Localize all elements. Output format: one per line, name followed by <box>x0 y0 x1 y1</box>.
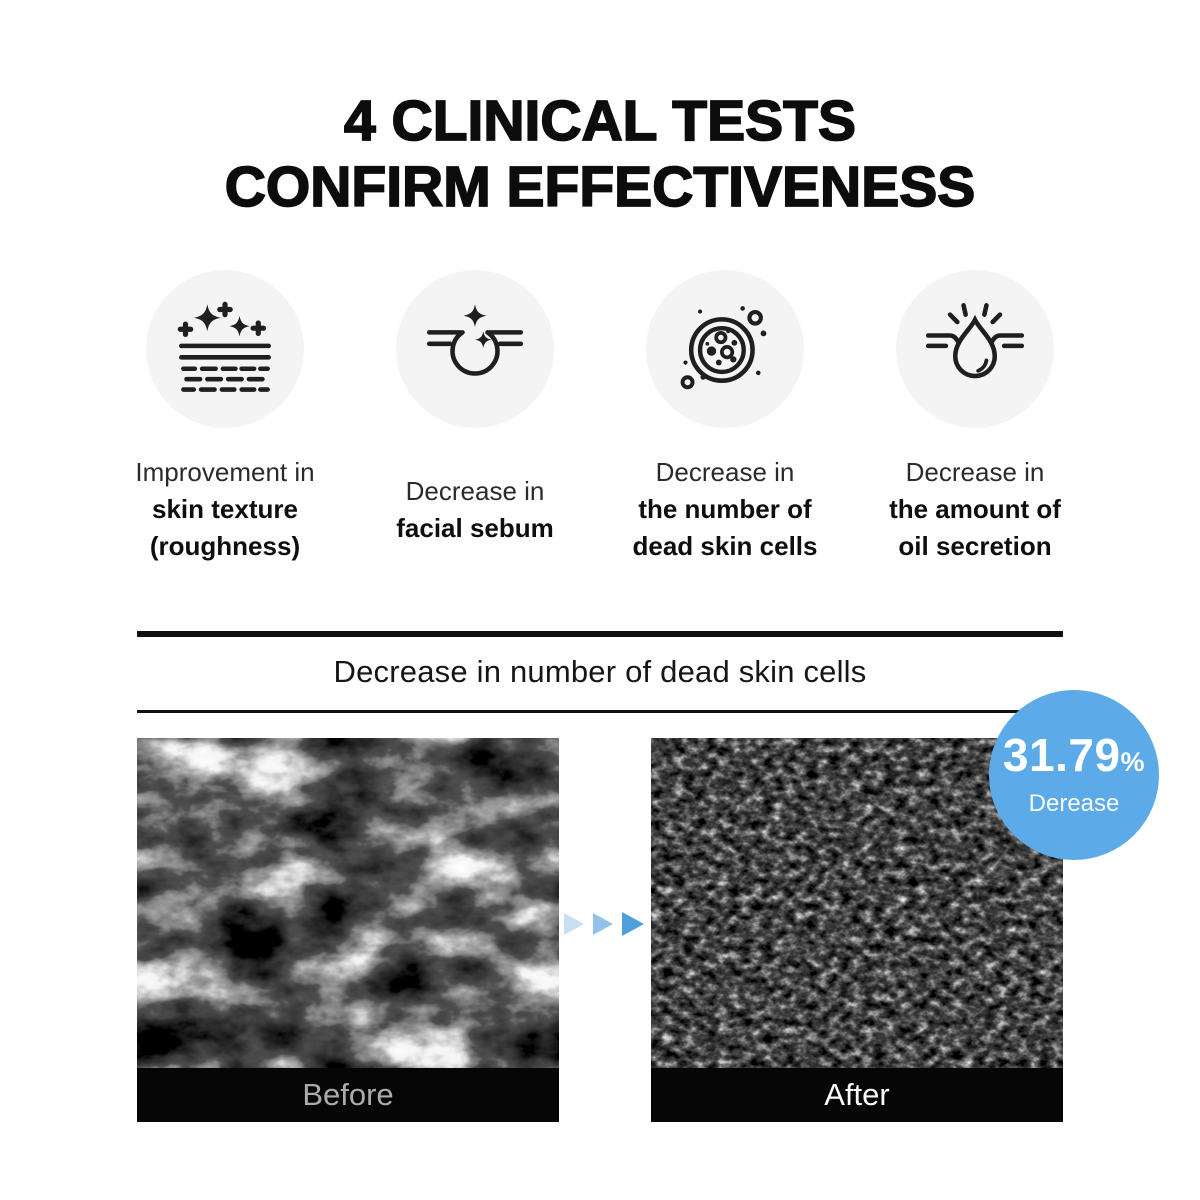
test-label: Decrease in facial sebum <box>396 454 554 565</box>
after-texture-image <box>651 738 1063 1068</box>
page-title-line-2: CONFIRM EFFECTIVENESS <box>224 154 976 220</box>
test-label: Improvement in skin texture (roughness) <box>135 454 314 565</box>
test-label-line: oil secretion <box>898 531 1052 561</box>
test-item-dead-skin-cells: Decrease in the number of dead skin cell… <box>600 270 850 565</box>
test-label-line: the number of <box>638 494 812 524</box>
badge-value: 31.79 <box>1002 729 1121 781</box>
test-label-line: Improvement in <box>135 457 315 487</box>
test-label: Decrease in the amount of oil secretion <box>889 454 1061 565</box>
facial-sebum-icon <box>396 270 554 428</box>
page-title-line-1: 4 CLINICAL TESTS <box>343 88 857 154</box>
after-caption: After <box>651 1068 1063 1122</box>
test-label-line: facial sebum <box>396 512 554 543</box>
test-label-line: Decrease in <box>405 475 545 506</box>
before-texture-image <box>137 738 559 1068</box>
before-caption: Before <box>137 1068 559 1122</box>
oil-secretion-icon <box>896 270 1054 428</box>
arrow-triangle-icon <box>622 912 644 936</box>
skin-texture-icon <box>146 270 304 428</box>
badge-value-row: 31.79% <box>1003 732 1145 785</box>
arrow-triangle-icon <box>564 913 584 935</box>
triple-play-right-icon <box>559 910 651 938</box>
test-label: Decrease in the number of dead skin cell… <box>633 454 818 565</box>
test-item-skin-texture: Improvement in skin texture (roughness) <box>100 270 350 565</box>
test-item-facial-sebum: Decrease in facial sebum <box>350 270 600 565</box>
test-label-line: Decrease in <box>655 457 795 487</box>
test-label-line: the amount of <box>889 494 1061 524</box>
divider-thick <box>137 631 1063 637</box>
divider-thin <box>137 710 1063 713</box>
test-label-line: skin texture <box>152 494 298 524</box>
test-item-oil-secretion: Decrease in the amount of oil secretion <box>850 270 1100 565</box>
before-image: Before <box>137 738 559 1122</box>
comparison-section: Decrease in number of dead skin cells <box>137 631 1159 1122</box>
page-title: 4 CLINICAL TESTS CONFIRM EFFECTIVENESS <box>0 0 1200 220</box>
before-after-row: Before <box>137 690 1159 1122</box>
test-label-line: Decrease in <box>905 457 1045 487</box>
clinical-tests-row: Improvement in skin texture (roughness) … <box>100 270 1100 565</box>
dead-skin-cells-icon <box>646 270 804 428</box>
comparison-title: Decrease in number of dead skin cells <box>333 654 867 689</box>
test-label-line: (roughness) <box>149 531 301 561</box>
badge-percent-sign: % <box>1120 747 1146 777</box>
after-image: After <box>651 738 1063 1122</box>
arrow-triangle-icon <box>593 913 613 935</box>
badge-label: Derease <box>1028 790 1120 817</box>
decrease-badge: 31.79% Derease <box>989 690 1159 860</box>
test-label-line: dead skin cells <box>632 531 818 561</box>
